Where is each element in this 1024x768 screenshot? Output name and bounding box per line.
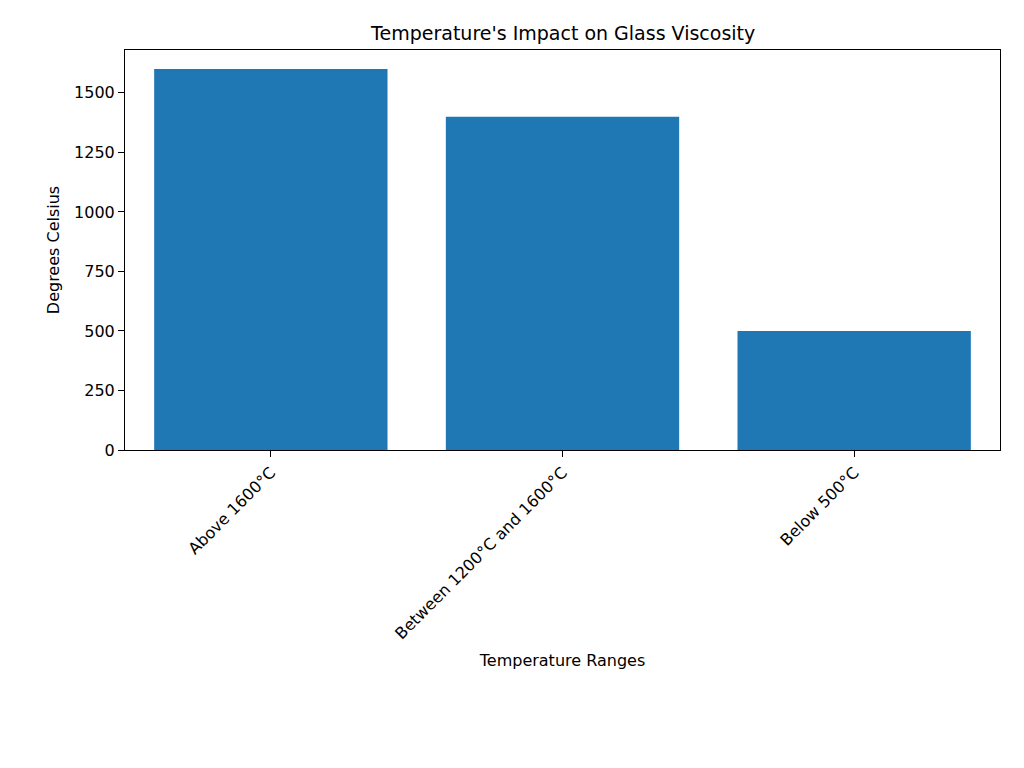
- svg-text:Between 1200°C and 1600°C: Between 1200°C and 1600°C: [391, 463, 571, 643]
- svg-text:Degrees Celsius: Degrees Celsius: [44, 186, 63, 314]
- svg-text:750: 750: [84, 262, 115, 281]
- svg-text:1250: 1250: [74, 143, 115, 162]
- svg-text:500: 500: [84, 322, 115, 341]
- svg-text:Above 1600°C: Above 1600°C: [184, 463, 279, 558]
- svg-text:0: 0: [105, 441, 115, 460]
- svg-text:1500: 1500: [74, 83, 115, 102]
- svg-text:Temperature Ranges: Temperature Ranges: [479, 651, 645, 670]
- svg-text:1000: 1000: [74, 203, 115, 222]
- svg-text:Below 500°C: Below 500°C: [776, 463, 862, 549]
- svg-text:Temperature's Impact on Glass: Temperature's Impact on Glass Viscosity: [370, 22, 755, 44]
- svg-text:250: 250: [84, 381, 115, 400]
